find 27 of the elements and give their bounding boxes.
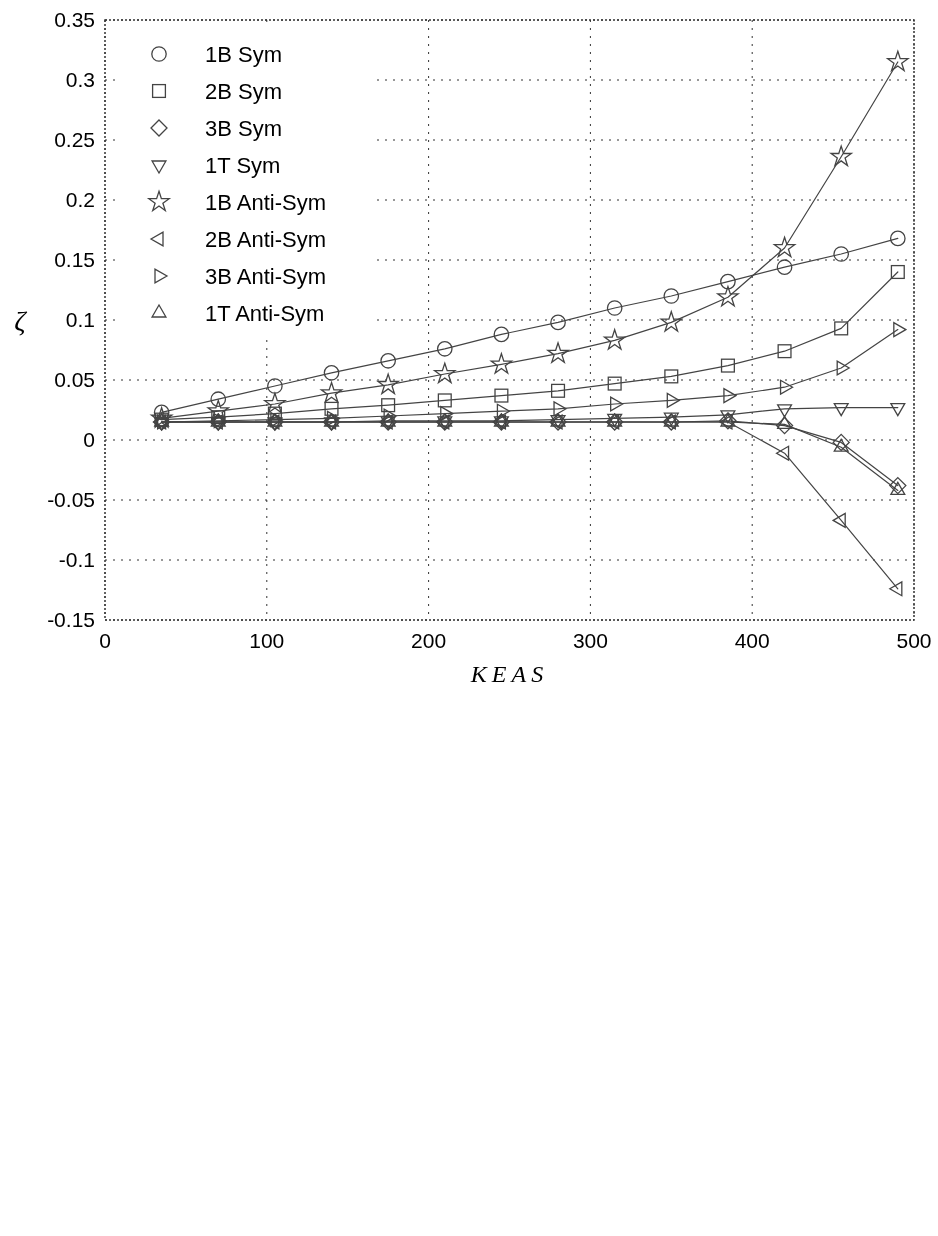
legend-label: 1B Sym: [205, 41, 283, 67]
x-tick-label: 100: [249, 629, 285, 652]
y-tick-label: -0.05: [47, 488, 95, 512]
legend-label: 3B Anti-Sym: [205, 263, 327, 289]
y-tick-label: 0.3: [65, 68, 95, 92]
x-tick-label: 200: [411, 629, 447, 652]
x-tick-label: 300: [572, 629, 608, 652]
legend-label: 1T Anti-Sym: [205, 300, 325, 326]
y-tick-label: 0.25: [54, 128, 95, 152]
legend-label: 1T Sym: [205, 152, 281, 178]
y-tick-label: -0.1: [58, 548, 95, 572]
x-axis-title: KEAS: [469, 661, 549, 687]
x-tick-label: 0: [99, 629, 111, 652]
legend-label: 3B Sym: [205, 115, 283, 141]
y-tick-label: 0.1: [65, 308, 95, 332]
y-tick-label: 0.35: [54, 8, 95, 32]
legend-label: 2B Sym: [205, 78, 283, 104]
y-tick-label: -0.15: [47, 608, 95, 632]
legend-label: 1B Anti-Sym: [205, 189, 327, 215]
y-tick-label: 0.05: [54, 368, 95, 392]
y-tick-label: 0: [83, 428, 95, 452]
x-tick-label: 500: [896, 629, 932, 652]
legend-label: 2B Anti-Sym: [205, 226, 327, 252]
y-tick-label: 0.15: [54, 248, 95, 272]
y-tick-label: 0.2: [65, 188, 95, 212]
y-axis-title: ζ: [14, 304, 28, 336]
x-tick-label: 400: [734, 629, 770, 652]
